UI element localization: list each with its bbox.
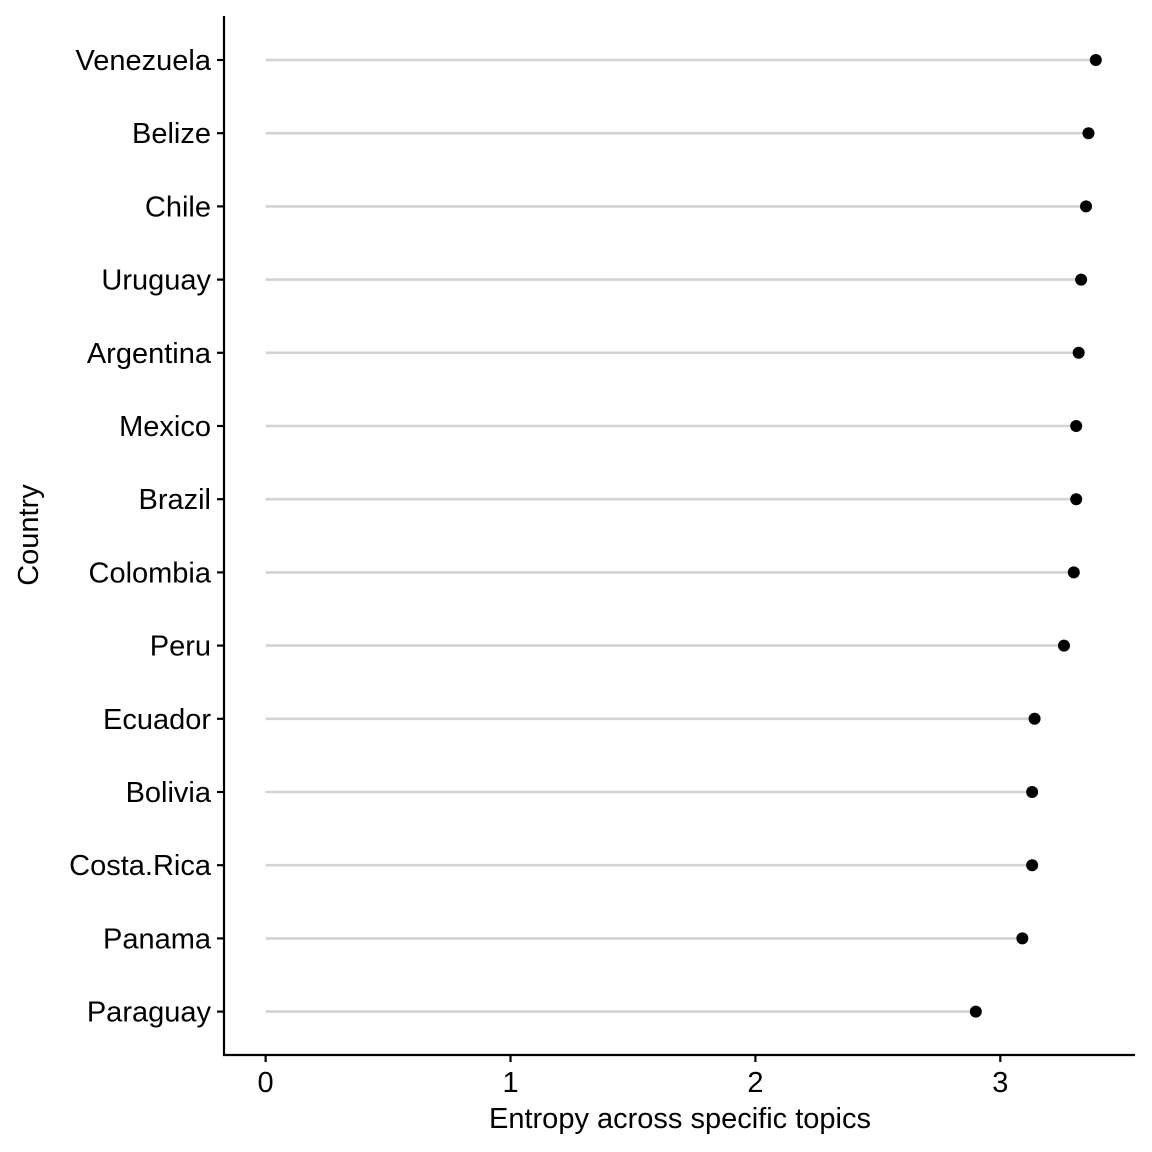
x-axis-ticks: 0 1 2 3 xyxy=(258,1055,1008,1099)
y-tick-label-paraguay: Paraguay xyxy=(87,997,212,1029)
point-colombia xyxy=(1067,566,1080,579)
point-chile xyxy=(1080,200,1093,213)
stems-layer xyxy=(265,58,1096,1013)
point-paraguay xyxy=(969,1005,982,1018)
y-axis-title: Country xyxy=(13,484,45,586)
y-tick-label-ecuador: Ecuador xyxy=(103,704,211,736)
point-argentina xyxy=(1072,346,1085,359)
y-tick-label-mexico: Mexico xyxy=(119,411,211,443)
y-tick-label-uruguay: Uruguay xyxy=(101,265,211,297)
point-bolivia xyxy=(1026,786,1039,798)
point-peru xyxy=(1057,639,1070,652)
y-tick-label-peru: Peru xyxy=(150,631,211,663)
y-tick-label-costa-rica: Costa.Rica xyxy=(69,850,212,882)
y-tick-label-venezuela: Venezuela xyxy=(76,45,212,77)
point-mexico xyxy=(1070,420,1083,432)
x-tick-label-2: 2 xyxy=(747,1067,763,1099)
y-tick-label-colombia: Colombia xyxy=(89,557,212,589)
y-tick-label-chile: Chile xyxy=(145,191,211,223)
x-axis-title: Entropy across specific topics xyxy=(489,1103,871,1135)
y-tick-label-bolivia: Bolivia xyxy=(126,777,212,809)
point-brazil xyxy=(1070,493,1083,506)
y-tick-label-belize: Belize xyxy=(132,118,211,150)
y-tick-label-panama: Panama xyxy=(103,923,212,955)
y-axis-ticks: Venezuela Belize Chile Uruguay Argentina Mexi… xyxy=(69,45,224,1029)
y-tick-label-argentina: Argentina xyxy=(87,338,212,370)
x-tick-label-3: 3 xyxy=(992,1067,1008,1099)
points-layer xyxy=(969,54,1102,1018)
point-venezuela xyxy=(1089,54,1102,66)
y-tick-label-brazil: Brazil xyxy=(138,484,211,516)
x-tick-label-0: 0 xyxy=(258,1067,274,1099)
point-ecuador xyxy=(1028,712,1041,725)
point-panama xyxy=(1016,932,1029,945)
point-uruguay xyxy=(1075,273,1088,286)
x-tick-label-1: 1 xyxy=(502,1067,518,1099)
point-costa-rica xyxy=(1026,859,1039,872)
point-belize xyxy=(1082,127,1095,140)
